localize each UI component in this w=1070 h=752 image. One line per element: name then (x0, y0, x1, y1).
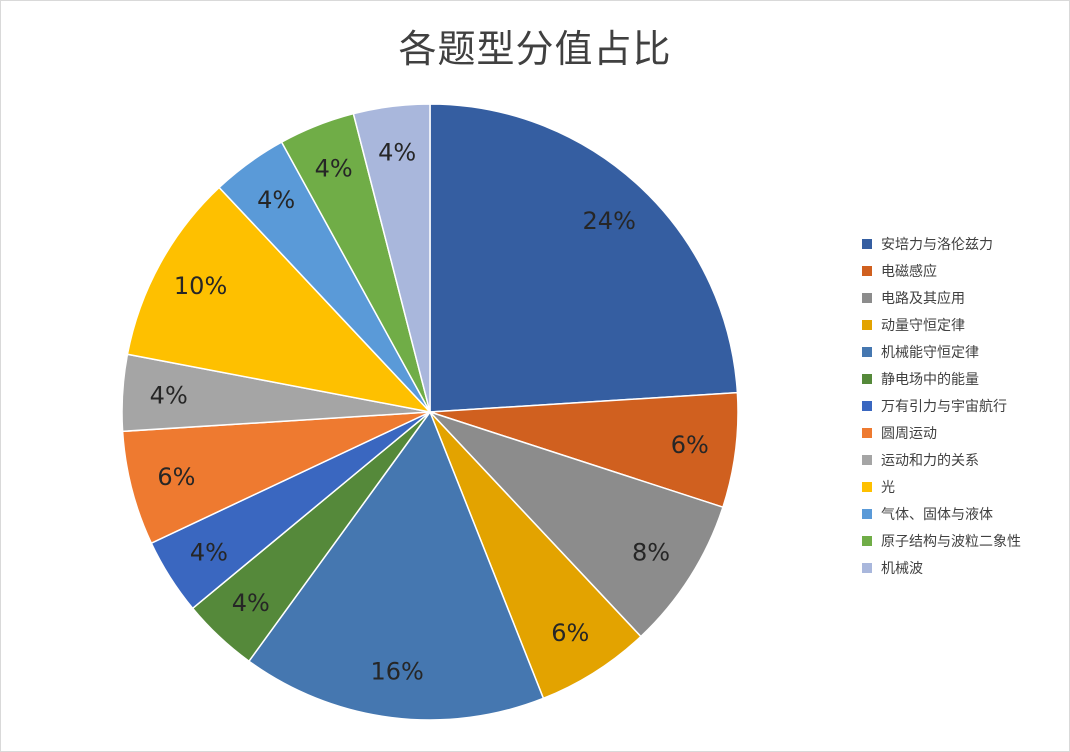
legend-item: 光 (862, 473, 1062, 500)
legend-swatch (862, 292, 872, 303)
pie-slice (352, 103, 431, 413)
legend-swatch (862, 427, 872, 438)
legend-swatch (862, 373, 872, 384)
slice-data-label: 6% (551, 619, 589, 647)
pie-slice (429, 103, 739, 413)
legend-item: 动量守恒定律 (862, 311, 1062, 338)
slice-data-label: 24% (583, 207, 636, 235)
legend-item: 原子结构与波粒二象性 (862, 527, 1062, 554)
legend-swatch (862, 400, 872, 411)
legend-item: 电路及其应用 (862, 284, 1062, 311)
legend-swatch (862, 562, 872, 573)
legend-label: 安培力与洛伦兹力 (881, 236, 993, 253)
legend-item: 机械能守恒定律 (862, 338, 1062, 365)
legend-item: 圆周运动 (862, 419, 1062, 446)
pie-slice (247, 410, 545, 721)
legend-label: 电路及其应用 (881, 290, 965, 307)
legend-swatch (862, 319, 872, 330)
legend-label: 机械波 (881, 560, 923, 577)
legend-swatch (862, 265, 872, 276)
chart-legend: 安培力与洛伦兹力 电磁感应电路及其应用 动量守恒定律 机械能守恒定律 静电场中的能量万有… (862, 230, 1062, 581)
legend-label: 光 (881, 479, 895, 496)
legend-label: 电磁感应 (881, 263, 937, 280)
legend-label: 原子结构与波粒二象性 (881, 533, 1021, 550)
legend-label: 机械能守恒定律 (881, 344, 979, 361)
legend-item: 安培力与洛伦兹力 (862, 230, 1062, 257)
legend-swatch (862, 454, 872, 465)
legend-label: 万有引力与宇宙航行 (881, 398, 1007, 415)
legend-swatch (862, 535, 872, 546)
slice-data-label: 6% (671, 431, 709, 459)
legend-label: 运动和力的关系 (881, 452, 979, 469)
legend-item: 气体、固体与液体 (862, 500, 1062, 527)
legend-swatch (862, 346, 872, 357)
slice-data-label: 8% (632, 538, 670, 566)
legend-item: 静电场中的能量 (862, 365, 1062, 392)
slice-data-label: 4% (315, 155, 353, 183)
slice-data-label: 4% (378, 138, 416, 166)
slice-data-label: 6% (157, 463, 195, 491)
slice-data-label: 10% (174, 272, 227, 300)
legend-label: 动量守恒定律 (881, 317, 965, 334)
legend-item: 运动和力的关系 (862, 446, 1062, 473)
legend-swatch (862, 481, 872, 492)
legend-label: 气体、固体与液体 (881, 506, 993, 523)
legend-item: 电磁感应 (862, 257, 1062, 284)
legend-item: 机械波 (862, 554, 1062, 581)
slice-data-label: 4% (232, 589, 270, 617)
slice-data-label: 16% (371, 658, 424, 686)
legend-swatch (862, 508, 872, 519)
slice-data-label: 4% (257, 186, 295, 214)
slice-data-label: 4% (190, 538, 228, 566)
legend-label: 静电场中的能量 (881, 371, 979, 388)
legend-label: 圆周运动 (881, 425, 937, 442)
chart-title: 各题型分值占比 (398, 27, 672, 71)
slice-data-label: 4% (150, 382, 188, 410)
legend-item: 万有引力与宇宙航行 (862, 392, 1062, 419)
pie-slice (126, 186, 433, 414)
legend-swatch (862, 238, 872, 249)
pie-slice (429, 411, 724, 638)
